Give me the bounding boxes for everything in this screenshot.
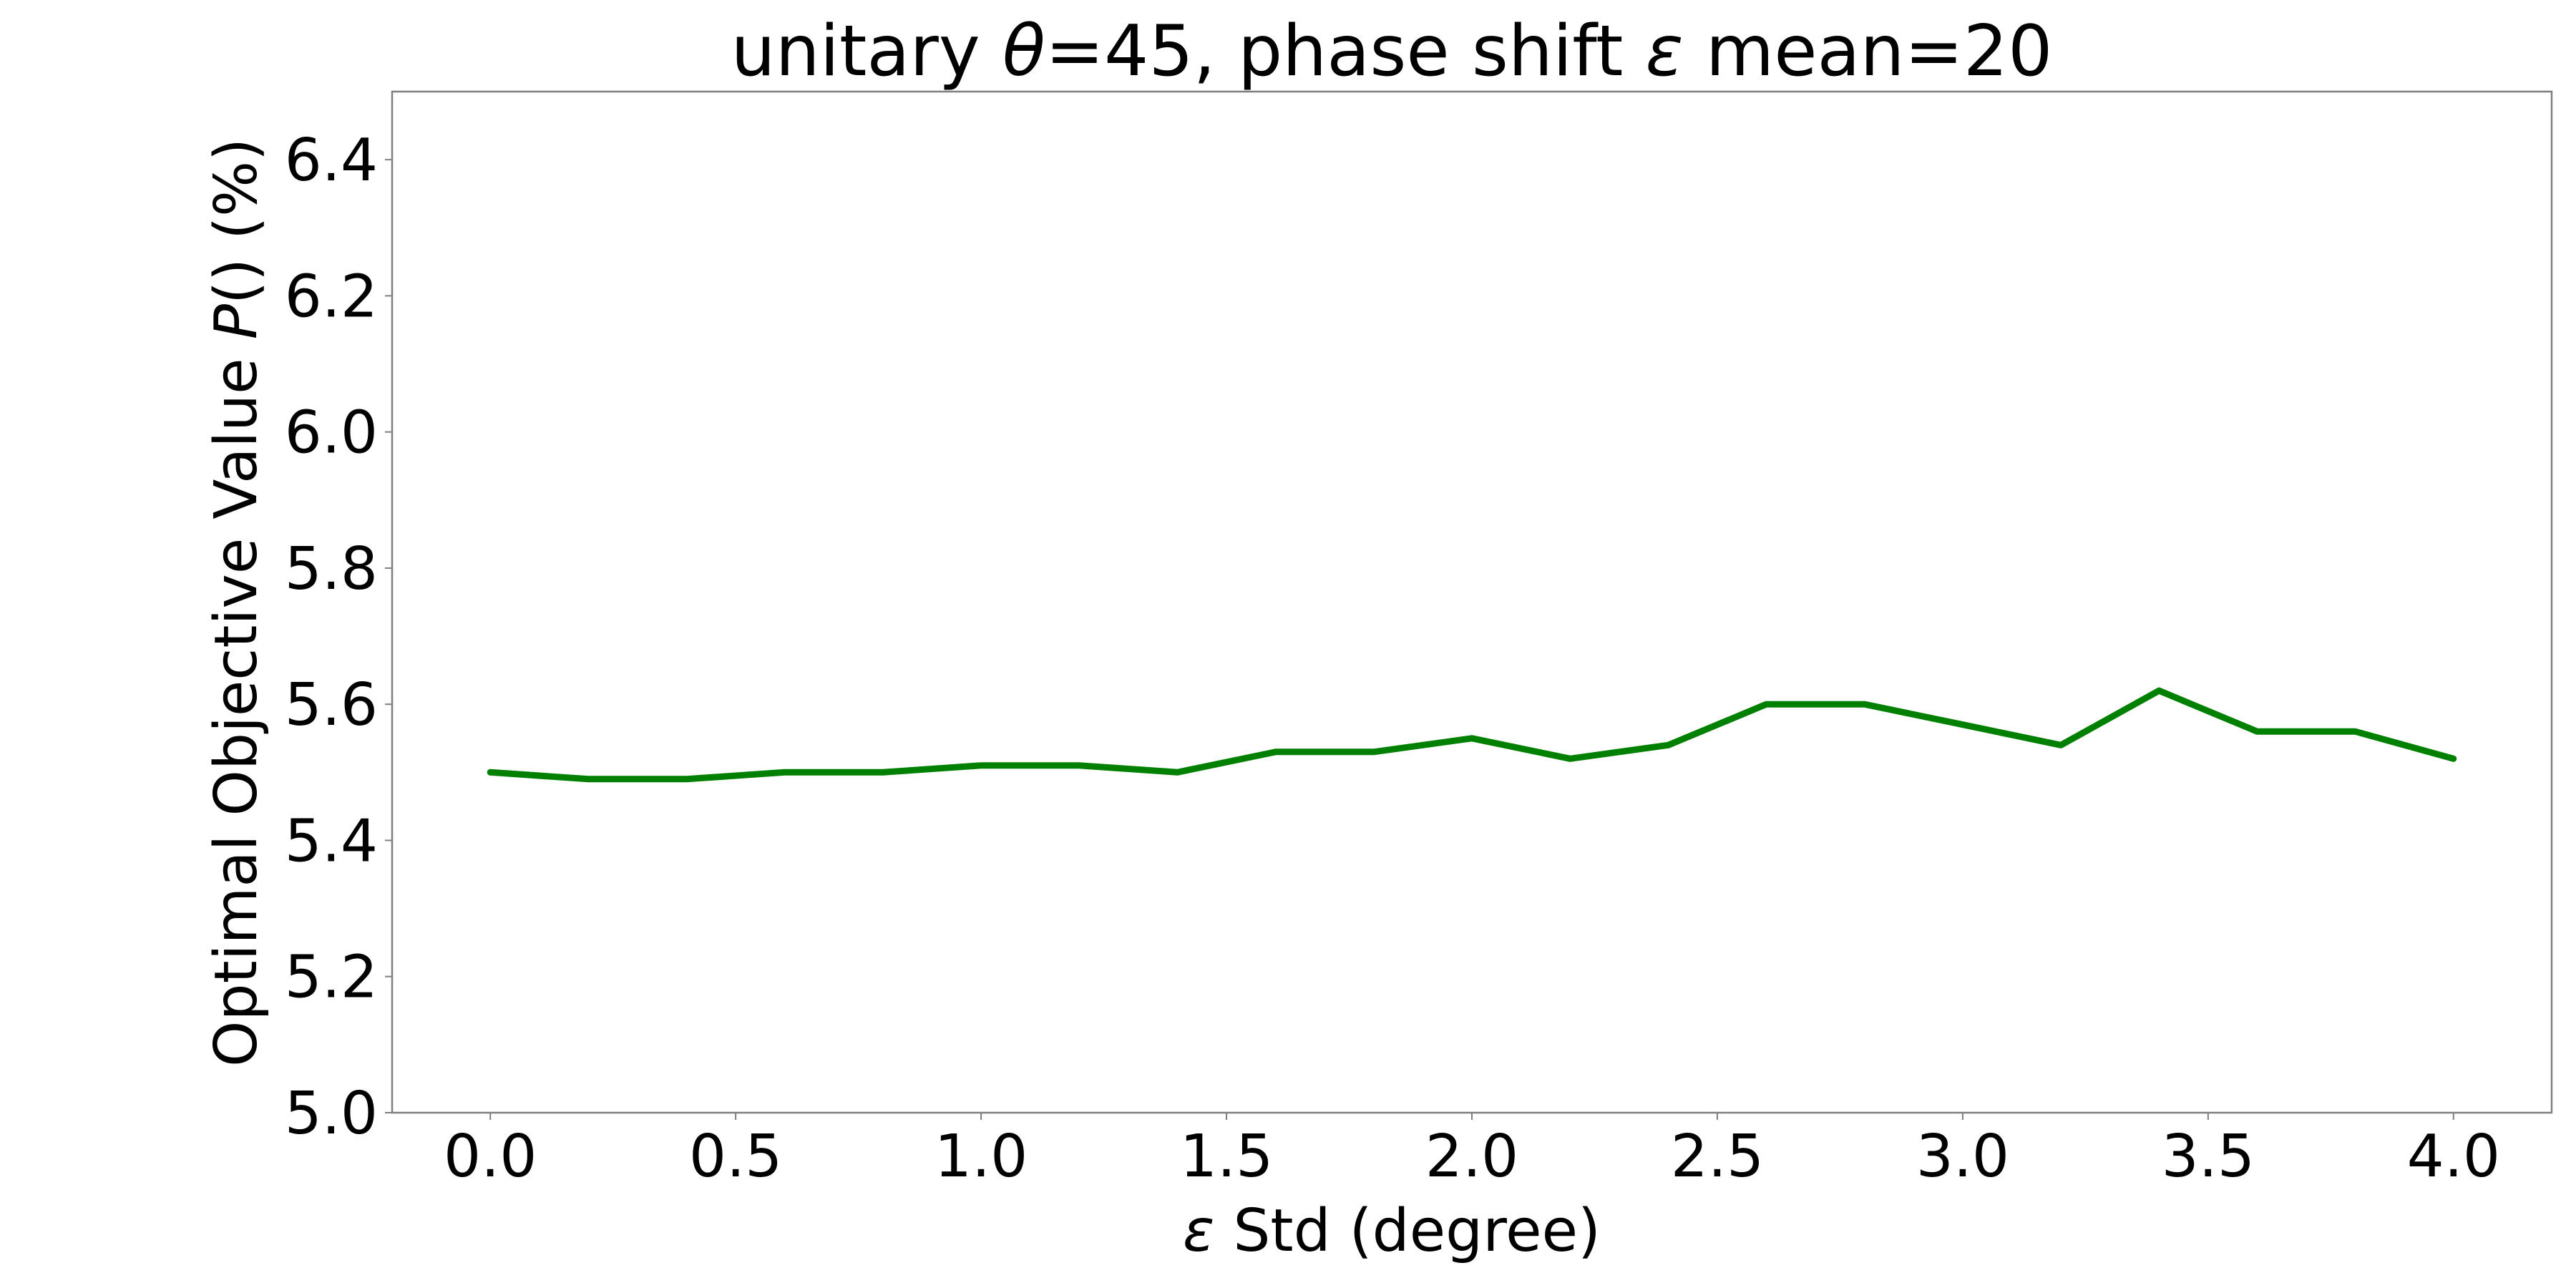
x-tick-label: 1.5 [1180, 1123, 1273, 1191]
y-tick-label: 6.0 [285, 399, 378, 467]
y-tick-label: 5.4 [285, 807, 378, 875]
ylabel-symbol: P [203, 303, 270, 339]
xlabel-epsilon-symbol: ε [1183, 1197, 1214, 1265]
x-tick-label: 1.0 [935, 1123, 1028, 1191]
title-middle: =45, phase shift [1045, 11, 1646, 92]
y-axis: 5.0 5.2 5.4 5.6 5.8 6.0 6.2 6.4 [285, 127, 392, 1148]
xlabel-text: Std (degree) [1214, 1197, 1601, 1265]
ylabel-prefix: Optimal Objective Value [203, 339, 270, 1067]
y-tick-label: 5.0 [285, 1080, 378, 1148]
x-tick-label: 4.0 [2407, 1123, 2500, 1191]
x-tick-label: 3.0 [1916, 1123, 2009, 1191]
title-suffix: mean=20 [1684, 11, 2053, 92]
y-tick-label: 5.8 [285, 535, 378, 603]
x-tick-label: 0.5 [689, 1123, 782, 1191]
title-prefix: unitary [731, 11, 1002, 92]
plot-area [391, 90, 2553, 1114]
title-epsilon-symbol: ε [1646, 11, 1684, 92]
y-tick-label: 5.2 [285, 944, 378, 1012]
chart-title: unitary θ=45, phase shift ε mean=20 [731, 11, 2053, 92]
y-axis-label: Optimal Objective Value P() (%) [203, 138, 270, 1067]
x-axis: 0.0 0.5 1.0 1.5 2.0 2.5 3.0 3.5 4.0 [444, 1113, 2500, 1191]
series-line-1 [487, 687, 2457, 783]
x-tick-label: 0.0 [444, 1123, 537, 1191]
title-theta-symbol: θ [1002, 11, 1045, 92]
x-tick-label: 3.5 [2162, 1123, 2255, 1191]
plot-frame [391, 90, 2553, 1114]
y-tick-label: 6.2 [285, 263, 378, 331]
ylabel-suffix: () (%) [203, 138, 270, 304]
x-tick-label: 2.5 [1671, 1123, 1764, 1191]
x-axis-label: ε Std (degree) [1183, 1197, 1601, 1265]
y-tick-label: 5.6 [285, 671, 378, 739]
y-tick-label: 6.4 [285, 127, 378, 195]
x-tick-label: 2.0 [1425, 1123, 1518, 1191]
series-layer [487, 687, 2457, 783]
